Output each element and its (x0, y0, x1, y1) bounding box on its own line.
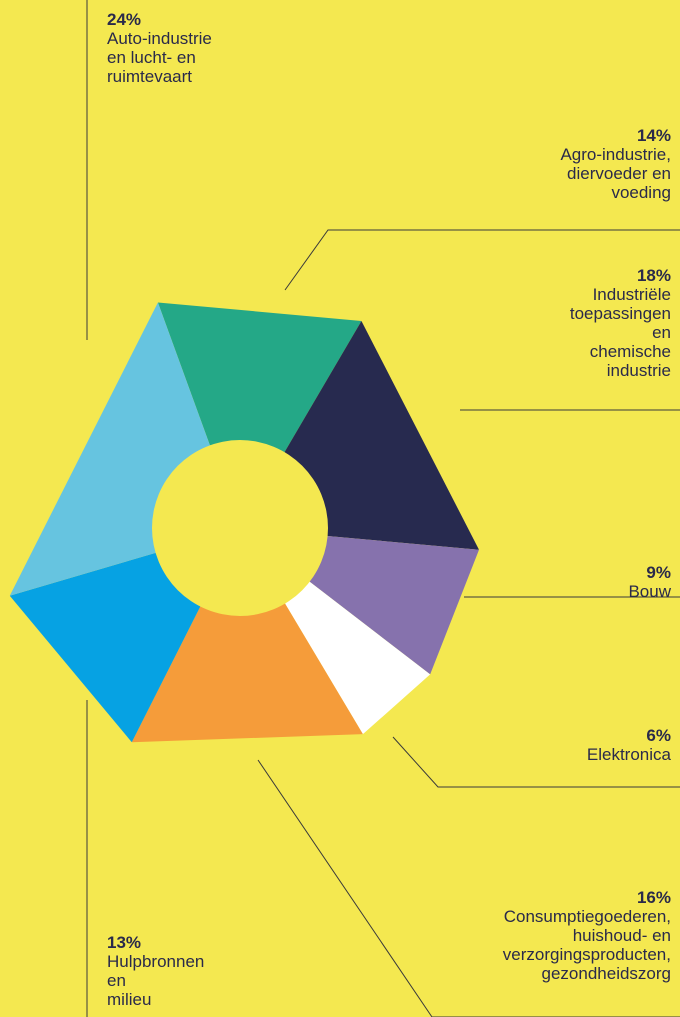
text-consumptie: Consumptiegoederen, huishoud- en verzorg… (502, 907, 671, 983)
slice-hulpbronnen (9, 552, 201, 743)
label-hulpbronnen: 13% Hulpbronnen en milieu (107, 933, 204, 1009)
leader-line-agro (284, 229, 680, 291)
label-agro: 14% Agro-industrie, diervoeder en voedin… (560, 126, 671, 202)
label-industrie: 18% Industriële toepassingen en chemisch… (570, 266, 671, 380)
text-agro: Agro-industrie, diervoeder en voeding (560, 145, 671, 202)
label-consumptie: 16% Consumptiegoederen, huishoud- en ver… (503, 888, 671, 983)
label-auto: 24% Auto-industrie en lucht- en ruimteva… (107, 10, 212, 86)
text-hulpbronnen: Hulpbronnen en milieu (107, 952, 205, 1009)
leader-line-elektronica (392, 736, 680, 788)
slice-consumptie (131, 603, 363, 743)
pct-auto: 24% (107, 10, 142, 29)
text-bouw: Bouw (628, 582, 671, 601)
text-auto: Auto-industrie en lucht- en ruimtevaart (107, 29, 212, 86)
slice-agro (157, 302, 362, 453)
text-elektronica: Elektronica (586, 745, 671, 764)
pct-bouw: 9% (646, 563, 671, 582)
label-bouw: 9% Bouw (628, 563, 671, 601)
slice-bouw (309, 535, 480, 675)
pct-consumptie: 16% (636, 888, 671, 907)
label-elektronica: 6% Elektronica (587, 726, 671, 764)
pct-industrie: 18% (636, 266, 671, 285)
leader-line-consumptie (257, 759, 680, 1017)
pct-elektronica: 6% (646, 726, 671, 745)
slice-industrie (284, 320, 480, 550)
text-industrie: Industriële toepassingen en chemische in… (569, 285, 671, 380)
pct-hulpbronnen: 13% (107, 933, 142, 952)
pct-agro: 14% (636, 126, 671, 145)
slice-elektronica (285, 581, 431, 735)
